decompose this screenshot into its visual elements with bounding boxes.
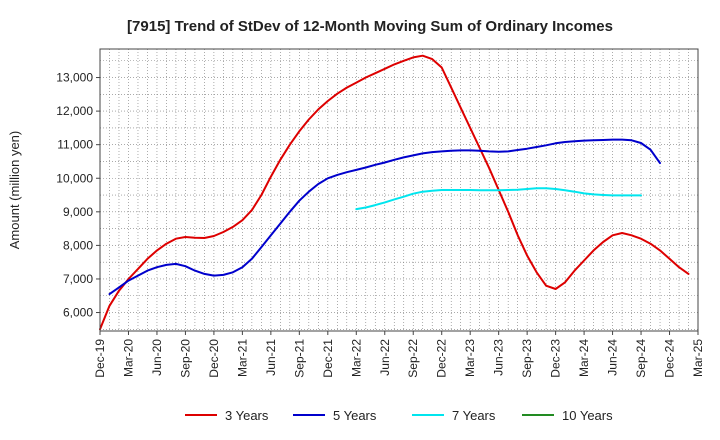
- legend-label: 5 Years: [333, 408, 377, 423]
- y-tick-label: 6,000: [63, 306, 93, 320]
- y-tick-label: 11,000: [57, 138, 93, 152]
- y-tick-label: 8,000: [63, 238, 93, 252]
- series-line-3-years: [99, 54, 690, 331]
- x-tick-label: Sep-21: [292, 339, 306, 378]
- legend-label: 10 Years: [562, 408, 613, 423]
- x-tick-label: Jun-22: [378, 339, 392, 376]
- plot-frame: [99, 48, 699, 332]
- x-tick-label: Mar-25: [691, 339, 705, 377]
- y-tick-label: 13,000: [56, 71, 93, 85]
- x-tick-label: Dec-24: [663, 339, 677, 378]
- y-tick-label: 12,000: [56, 104, 93, 118]
- series-line-5-years: [108, 138, 661, 296]
- x-tick-label: Jun-23: [492, 339, 506, 376]
- legend: 3 Years 5 Years 7 Years 10 Years: [185, 408, 613, 423]
- grid: [100, 49, 698, 331]
- x-tick-label: Dec-21: [321, 339, 335, 378]
- x-tick-label: Sep-22: [406, 339, 420, 378]
- chart-title: [7915] Trend of StDev of 12-Month Moving…: [127, 18, 613, 35]
- y-tick-label: 7,000: [63, 272, 93, 286]
- series-lines: [99, 54, 690, 331]
- legend-label: 7 Years: [452, 408, 496, 423]
- x-tick-label: Sep-24: [634, 339, 648, 378]
- series-line-7-years: [355, 187, 642, 211]
- x-tick-label: Dec-22: [435, 339, 449, 378]
- x-tick-label: Mar-23: [463, 339, 477, 377]
- x-tick-label: Jun-20: [150, 339, 164, 376]
- x-tick-label: Mar-20: [121, 339, 135, 377]
- y-tick-label: 10,000: [56, 171, 93, 185]
- x-axis-ticks: Dec-19 Mar-20 Jun-20 Sep-20 Dec-20 Mar-21 Jun-…: [93, 331, 705, 378]
- y-axis-ticks: 6,000 7,000 8,000 9,000 10,000 11,000 12,000 13…: [56, 71, 100, 320]
- x-tick-label: Mar-22: [349, 339, 363, 377]
- x-tick-label: Jun-24: [606, 339, 620, 376]
- x-tick-label: Sep-20: [178, 339, 192, 378]
- x-tick-label: Jun-21: [264, 339, 278, 376]
- x-tick-label: Mar-24: [577, 339, 591, 377]
- legend-label: 3 Years: [225, 408, 269, 423]
- x-tick-label: Sep-23: [520, 339, 534, 378]
- y-tick-label: 9,000: [63, 205, 93, 219]
- x-tick-label: Dec-20: [207, 339, 221, 378]
- y-axis-label: Amount (million yen): [7, 131, 22, 250]
- x-tick-label: Mar-21: [235, 339, 249, 377]
- x-tick-label: Dec-23: [549, 339, 563, 378]
- x-tick-label: Dec-19: [93, 339, 107, 378]
